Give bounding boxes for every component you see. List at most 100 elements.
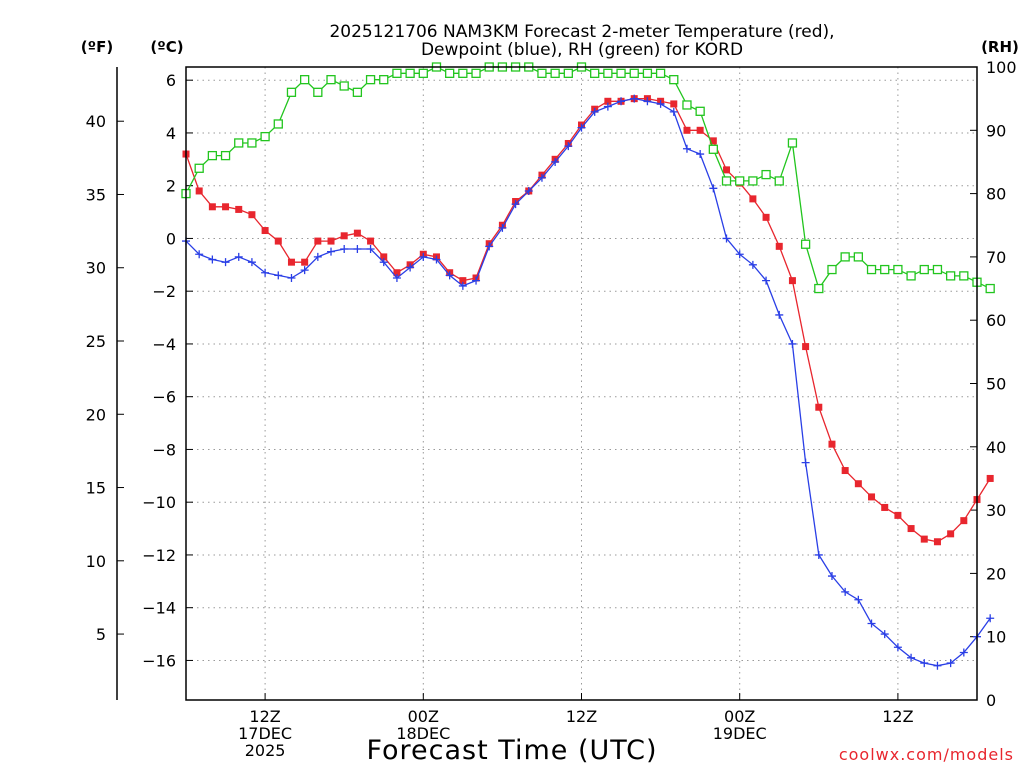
- rh-point: [299, 75, 310, 85]
- rh-point: [800, 239, 811, 249]
- time-tick-label: 00Z: [408, 707, 439, 726]
- dewpoint-point: [221, 258, 230, 267]
- rh-tick-label: 10: [986, 628, 1006, 647]
- temperature-point: [261, 227, 269, 235]
- dewpoint-point: [313, 252, 322, 261]
- dewpoint-point: [933, 661, 942, 670]
- series-temperature: [182, 95, 994, 546]
- rh-point: [365, 75, 376, 85]
- temperature-point: [459, 277, 467, 285]
- c-tick-label: −4: [152, 335, 176, 354]
- f-tick-label: 15: [86, 479, 106, 498]
- rh-point: [985, 283, 995, 294]
- rh-tick-label: 70: [986, 248, 1006, 267]
- c-tick-label: 4: [166, 124, 176, 143]
- dewpoint-point: [617, 97, 626, 106]
- dewpoint-point: [498, 223, 507, 232]
- dewpoint-point: [854, 595, 863, 604]
- temperature-point: [920, 535, 928, 543]
- dewpoint-point: [485, 242, 494, 251]
- temperature-point: [709, 137, 717, 145]
- rh-point: [721, 176, 732, 186]
- dewpoint-point: [748, 260, 757, 269]
- rh-point: [418, 68, 428, 78]
- rh-point: [339, 81, 349, 91]
- dewpoint-point: [340, 244, 349, 253]
- dewpoint-point: [234, 252, 243, 261]
- f-tick-label: 20: [86, 405, 106, 424]
- temperature-point: [301, 258, 309, 266]
- temperature-point: [696, 126, 704, 134]
- temperature-point: [670, 100, 678, 108]
- rh-point: [352, 87, 363, 97]
- dewpoint-point: [300, 266, 309, 275]
- temperature-point: [841, 467, 849, 475]
- dewpoint-point: [788, 339, 797, 348]
- rh-tick-label: 60: [986, 311, 1006, 330]
- dewpoint-point: [841, 587, 850, 596]
- rh-point: [893, 264, 903, 275]
- dewpoint-point: [432, 255, 441, 264]
- dewpoint-point: [511, 200, 520, 209]
- dewpoint-point: [366, 244, 375, 253]
- temperature-point: [907, 525, 915, 533]
- rh-point: [682, 100, 692, 110]
- rh-tick-label: 30: [986, 501, 1006, 520]
- dewpoint-point: [327, 247, 336, 256]
- c-tick-label: 0: [166, 229, 176, 248]
- c-tick-label: −8: [152, 440, 176, 459]
- temperature-point: [353, 229, 361, 237]
- rh-point: [194, 163, 204, 173]
- f-tick-label: 35: [86, 185, 106, 204]
- rh-point: [642, 68, 653, 78]
- temperature-point: [393, 269, 401, 277]
- rh-point: [616, 68, 626, 78]
- rh-point: [603, 68, 613, 78]
- rh-point: [906, 271, 916, 281]
- temperature-point: [854, 480, 862, 488]
- dewpoint-point: [880, 630, 889, 639]
- dewpoint-point: [959, 648, 968, 657]
- rh-point: [708, 144, 718, 154]
- dewpoint-point: [195, 250, 204, 259]
- time-tick-label: 12Z: [882, 707, 913, 726]
- f-tick-label: 40: [86, 112, 106, 131]
- dewpoint-point: [445, 271, 454, 280]
- temperature-point: [815, 403, 823, 411]
- temperature-point: [868, 493, 876, 501]
- dewpoint-point: [735, 250, 744, 259]
- dewpoint-point: [867, 619, 876, 628]
- series-layer: [181, 62, 995, 670]
- rh-point: [814, 283, 824, 294]
- dewpoint-point: [907, 653, 916, 662]
- dewpoint-point: [827, 572, 836, 581]
- dewpoint-point: [419, 252, 428, 261]
- rh-point: [655, 68, 666, 78]
- dewpoint-point: [274, 271, 283, 280]
- temperature-point: [208, 203, 216, 211]
- rh-point: [932, 264, 943, 275]
- rh-point: [260, 131, 270, 142]
- temperature-point: [802, 343, 810, 351]
- temperature-point: [749, 195, 757, 203]
- dewpoint-point: [696, 150, 705, 159]
- rh-point: [286, 87, 297, 97]
- x-axis-label: Forecast Time (UTC): [366, 735, 657, 766]
- rh-tick-label: 80: [986, 185, 1006, 204]
- dewpoint-point: [590, 107, 599, 116]
- dewpoint-point: [472, 276, 481, 285]
- rh-point: [787, 138, 798, 148]
- rh-point: [669, 75, 679, 85]
- rh-point: [880, 264, 890, 275]
- c-tick-label: 2: [166, 177, 176, 196]
- rh-point: [273, 119, 283, 129]
- rh-point: [563, 68, 573, 78]
- dewpoint-point: [537, 173, 546, 182]
- rh-point: [405, 68, 415, 78]
- f-tick-label: 10: [86, 552, 106, 571]
- rh-point: [234, 138, 244, 148]
- rh-point: [774, 176, 784, 186]
- dewpoint-point: [643, 97, 652, 106]
